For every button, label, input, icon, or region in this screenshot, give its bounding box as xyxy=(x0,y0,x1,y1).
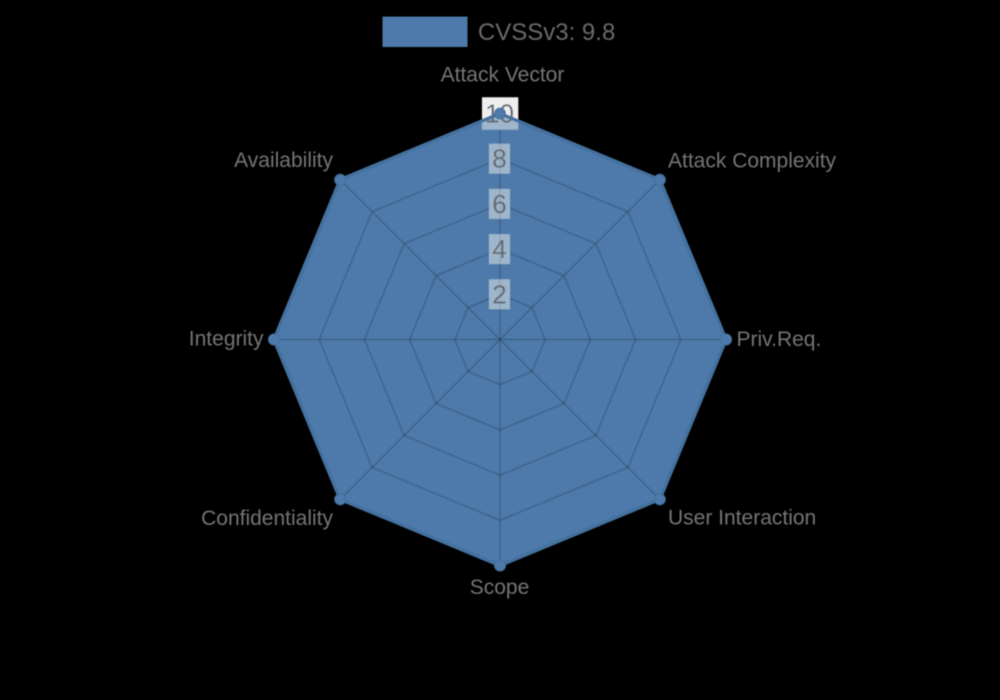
svg-text:User Interaction: User Interaction xyxy=(668,507,816,530)
svg-text:8: 8 xyxy=(492,144,506,174)
svg-text:Integrity: Integrity xyxy=(189,328,264,351)
svg-text:Attack Complexity: Attack Complexity xyxy=(668,150,837,173)
svg-text:Attack Vector: Attack Vector xyxy=(441,64,565,87)
svg-text:Confidentiality: Confidentiality xyxy=(201,507,333,530)
svg-text:2: 2 xyxy=(492,279,506,309)
svg-text:CVSSv3: 9.8: CVSSv3: 9.8 xyxy=(478,19,615,46)
svg-text:4: 4 xyxy=(492,234,506,264)
svg-text:6: 6 xyxy=(492,189,506,219)
svg-text:Scope: Scope xyxy=(470,576,530,599)
svg-text:Availability: Availability xyxy=(234,149,333,172)
svg-text:Priv.Req.: Priv.Req. xyxy=(737,328,822,351)
